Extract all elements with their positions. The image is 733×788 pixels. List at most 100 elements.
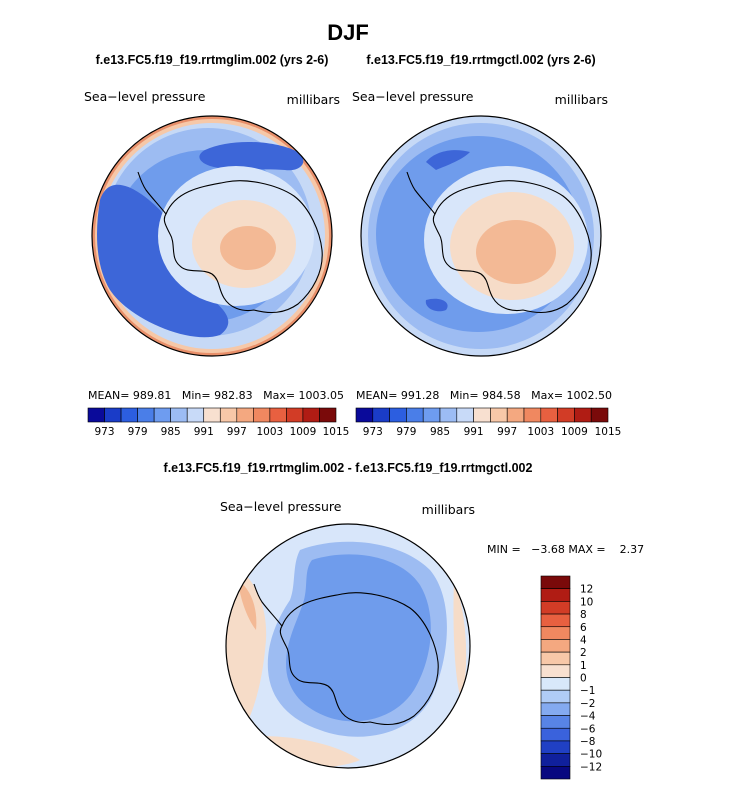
colorbar-swatch xyxy=(540,677,571,691)
panel1-map xyxy=(91,115,333,357)
colorbar-swatch xyxy=(319,407,337,423)
colorbar-swatch xyxy=(269,407,287,423)
diff-variable-label: Sea−level pressure xyxy=(220,499,342,514)
colorbar-swatch xyxy=(120,407,138,423)
colorbar-swatch xyxy=(87,407,105,423)
colorbar-swatch xyxy=(422,407,441,423)
colorbar-swatch xyxy=(372,407,390,423)
season-title: DJF xyxy=(327,20,369,45)
colorbar-tick-label: 997 xyxy=(227,426,247,438)
diff-field-negative-core xyxy=(286,554,431,722)
colorbar-tick-label: 973 xyxy=(95,426,115,438)
panel2-map-boundary xyxy=(360,115,602,357)
colorbar-tick-label: 1015 xyxy=(323,426,350,438)
colorbar-tick-label: 1 xyxy=(580,660,587,672)
colorbar-tick-label: 979 xyxy=(128,426,148,438)
colorbar-tick-label: 985 xyxy=(161,426,181,438)
colorbar-swatch xyxy=(540,639,571,653)
colorbar-tick-label: 1009 xyxy=(290,426,317,438)
colorbar-swatch xyxy=(540,651,571,666)
diff-map-boundary xyxy=(225,523,471,769)
panel1-stats: MEAN= 989.81 Min= 982.83 Max= 1003.05 xyxy=(88,389,344,402)
panel1-field-high-core xyxy=(220,226,276,270)
colorbar-tick-label: 4 xyxy=(580,634,587,646)
panel1-case-title: f.e13.FC5.f19_f19.rrtmglim.002 (yrs 2-6) xyxy=(96,53,329,67)
panel2-field-low-core-north xyxy=(426,150,470,170)
colorbar-tick-label: 985 xyxy=(430,426,450,438)
panel2-colorbar: 973 979 985 991 997 1003 1009 1015 xyxy=(355,407,622,438)
colorbar-swatch xyxy=(473,407,491,423)
colorbar-tick-label: 979 xyxy=(396,426,416,438)
panel1-map-boundary xyxy=(91,115,333,357)
diff-field-positive-west-core xyxy=(238,580,257,630)
colorbar-swatch xyxy=(406,407,424,423)
panel1-field-low-core-north xyxy=(199,141,304,171)
colorbar-tick-label: 6 xyxy=(580,622,587,634)
colorbar-tick-label: 2 xyxy=(580,647,587,659)
colorbar-tick-label: 12 xyxy=(580,584,593,596)
colorbar-tick-label: 991 xyxy=(194,426,214,438)
colorbar-tick-label: 8 xyxy=(580,609,587,621)
panel2-units-label: millibars xyxy=(555,92,608,107)
diff-units-label: millibars xyxy=(422,502,475,517)
colorbar-swatch xyxy=(540,613,571,628)
panel1-variable-label: Sea−level pressure xyxy=(84,89,206,104)
colorbar-swatch xyxy=(104,407,122,423)
colorbar-swatch xyxy=(540,689,571,704)
colorbar-swatch xyxy=(540,702,571,716)
colorbar-swatch xyxy=(540,740,571,754)
colorbar-swatch xyxy=(540,626,571,640)
colorbar-tick-label: 1009 xyxy=(561,426,588,438)
panel1-field-low-core-west xyxy=(97,184,229,338)
colorbar-swatch xyxy=(590,407,609,423)
colorbar-swatch xyxy=(557,407,575,423)
colorbar-swatch xyxy=(540,664,571,678)
colorbar-swatch xyxy=(540,601,571,615)
colorbar-tick-label: 991 xyxy=(464,426,484,438)
panel2-field-low-core-south xyxy=(425,298,448,312)
colorbar-swatch xyxy=(540,407,558,423)
colorbar-swatch xyxy=(540,588,571,602)
diff-map xyxy=(225,523,471,769)
colorbar-swatch xyxy=(355,407,374,423)
colorbar-tick-label: −10 xyxy=(580,749,602,761)
colorbar-swatch xyxy=(574,407,592,423)
panel2-stats: MEAN= 991.28 Min= 984.58 Max= 1002.50 xyxy=(356,389,612,402)
colorbar-tick-label: −8 xyxy=(580,736,595,748)
colorbar-swatch xyxy=(302,407,320,423)
diff-field-positive-east xyxy=(453,580,467,700)
colorbar-swatch xyxy=(389,407,407,423)
colorbar-swatch xyxy=(439,407,458,423)
colorbar-swatch xyxy=(219,407,238,423)
panel2-field-high-core xyxy=(476,220,556,284)
colorbar-tick-label: 1003 xyxy=(527,426,554,438)
panel2-map xyxy=(360,115,602,357)
colorbar-tick-label: 997 xyxy=(497,426,517,438)
diff-stats: MIN = −3.68 MAX = 2.37 xyxy=(487,543,644,556)
colorbar-swatch xyxy=(540,766,571,780)
colorbar-tick-label: 1015 xyxy=(595,426,622,438)
colorbar-swatch xyxy=(186,407,205,423)
panel1-units-label: millibars xyxy=(287,92,340,107)
colorbar-swatch xyxy=(153,407,171,423)
diff-title: f.e13.FC5.f19_f19.rrtmglim.002 - f.e13.F… xyxy=(164,461,533,475)
colorbar-swatch xyxy=(540,575,571,589)
colorbar-swatch xyxy=(540,715,571,729)
colorbar-swatch xyxy=(286,407,304,423)
colorbar-swatch xyxy=(137,407,155,423)
colorbar-tick-label: 10 xyxy=(580,596,593,608)
colorbar-swatch xyxy=(236,407,254,423)
colorbar-tick-label: 1003 xyxy=(257,426,284,438)
panel2-case-title: f.e13.FC5.f19_f19.rrtmgctl.002 (yrs 2-6) xyxy=(366,53,595,67)
colorbar-swatch xyxy=(540,753,571,767)
colorbar-swatch xyxy=(170,407,188,423)
colorbar-swatch xyxy=(506,407,525,423)
colorbar-tick-label: −1 xyxy=(580,685,595,697)
panel2-variable-label: Sea−level pressure xyxy=(352,89,474,104)
colorbar-tick-label: −6 xyxy=(580,723,596,735)
panel1-colorbar: 973 979 985 991 997 1003 1009 1015 xyxy=(87,407,350,438)
colorbar-swatch xyxy=(540,727,571,742)
colorbar-tick-label: −12 xyxy=(580,761,602,773)
colorbar-tick-label: 973 xyxy=(363,426,383,438)
colorbar-swatch xyxy=(490,407,508,423)
